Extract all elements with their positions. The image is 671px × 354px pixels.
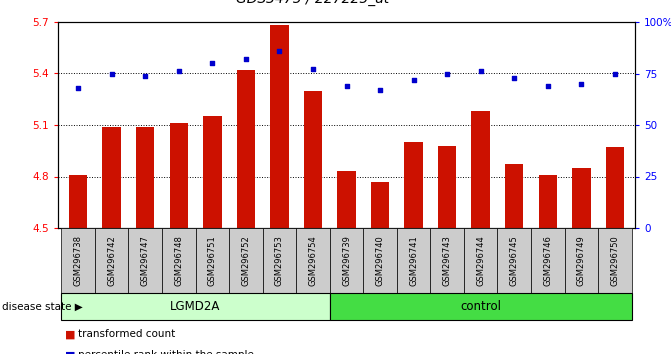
Bar — [195, 228, 229, 293]
Bar — [564, 228, 598, 293]
Bar — [329, 228, 363, 293]
Text: GDS3475 / 227225_at: GDS3475 / 227225_at — [236, 0, 390, 6]
Bar — [61, 228, 95, 293]
Bar — [296, 228, 329, 293]
Bar — [203, 116, 221, 228]
Point — [609, 71, 620, 76]
Bar — [472, 111, 490, 228]
Bar — [329, 293, 631, 320]
Text: GSM296745: GSM296745 — [510, 235, 519, 286]
Bar — [61, 293, 329, 320]
Point — [207, 61, 217, 66]
Text: GSM296743: GSM296743 — [443, 235, 452, 286]
Point — [475, 69, 486, 74]
Point — [509, 75, 519, 80]
Point — [173, 69, 184, 74]
Bar — [128, 228, 162, 293]
Text: GSM296746: GSM296746 — [544, 235, 552, 286]
Bar — [606, 147, 624, 228]
Point — [542, 83, 553, 89]
Text: disease state ▶: disease state ▶ — [2, 302, 83, 312]
Bar — [539, 175, 557, 228]
Text: GSM296749: GSM296749 — [577, 235, 586, 286]
Text: GSM296750: GSM296750 — [611, 235, 619, 286]
Point — [106, 71, 117, 76]
Text: GSM296741: GSM296741 — [409, 235, 418, 286]
Point — [408, 77, 419, 82]
Text: GSM296751: GSM296751 — [208, 235, 217, 286]
Text: GSM296752: GSM296752 — [242, 235, 250, 286]
Text: control: control — [460, 300, 501, 313]
Bar — [598, 228, 631, 293]
Bar — [262, 228, 296, 293]
Point — [576, 81, 586, 87]
Bar — [69, 175, 87, 228]
Text: percentile rank within the sample: percentile rank within the sample — [78, 350, 254, 354]
Bar — [430, 228, 464, 293]
Bar — [371, 182, 389, 228]
Bar — [136, 127, 154, 228]
Text: GSM296754: GSM296754 — [309, 235, 317, 286]
Point — [72, 85, 83, 91]
Text: GSM296753: GSM296753 — [275, 235, 284, 286]
Bar — [572, 168, 590, 228]
Bar — [95, 228, 128, 293]
Bar — [304, 91, 322, 228]
Text: ■: ■ — [64, 350, 75, 354]
Bar — [505, 165, 523, 228]
Text: GSM296740: GSM296740 — [376, 235, 384, 286]
Text: GSM296744: GSM296744 — [476, 235, 485, 286]
Bar — [270, 25, 289, 228]
Text: GSM296748: GSM296748 — [174, 235, 183, 286]
Bar — [531, 228, 564, 293]
Text: GSM296747: GSM296747 — [141, 235, 150, 286]
Bar — [438, 145, 456, 228]
Text: GSM296742: GSM296742 — [107, 235, 116, 286]
Text: GSM296738: GSM296738 — [74, 235, 83, 286]
Point — [341, 83, 352, 89]
Point — [307, 67, 318, 72]
Bar — [464, 228, 497, 293]
Text: transformed count: transformed count — [78, 329, 175, 339]
Bar — [405, 142, 423, 228]
Point — [240, 56, 251, 62]
Bar — [497, 228, 531, 293]
Bar — [363, 228, 397, 293]
Text: ■: ■ — [64, 329, 75, 339]
Bar — [397, 228, 430, 293]
Bar — [229, 228, 262, 293]
Bar — [170, 123, 188, 228]
Point — [442, 71, 452, 76]
Bar — [103, 127, 121, 228]
Point — [274, 48, 285, 54]
Text: GSM296739: GSM296739 — [342, 235, 351, 286]
Bar — [237, 70, 255, 228]
Point — [140, 73, 150, 78]
Text: LGMD2A: LGMD2A — [170, 300, 221, 313]
Bar — [162, 228, 195, 293]
Point — [374, 87, 385, 93]
Bar — [338, 171, 356, 228]
